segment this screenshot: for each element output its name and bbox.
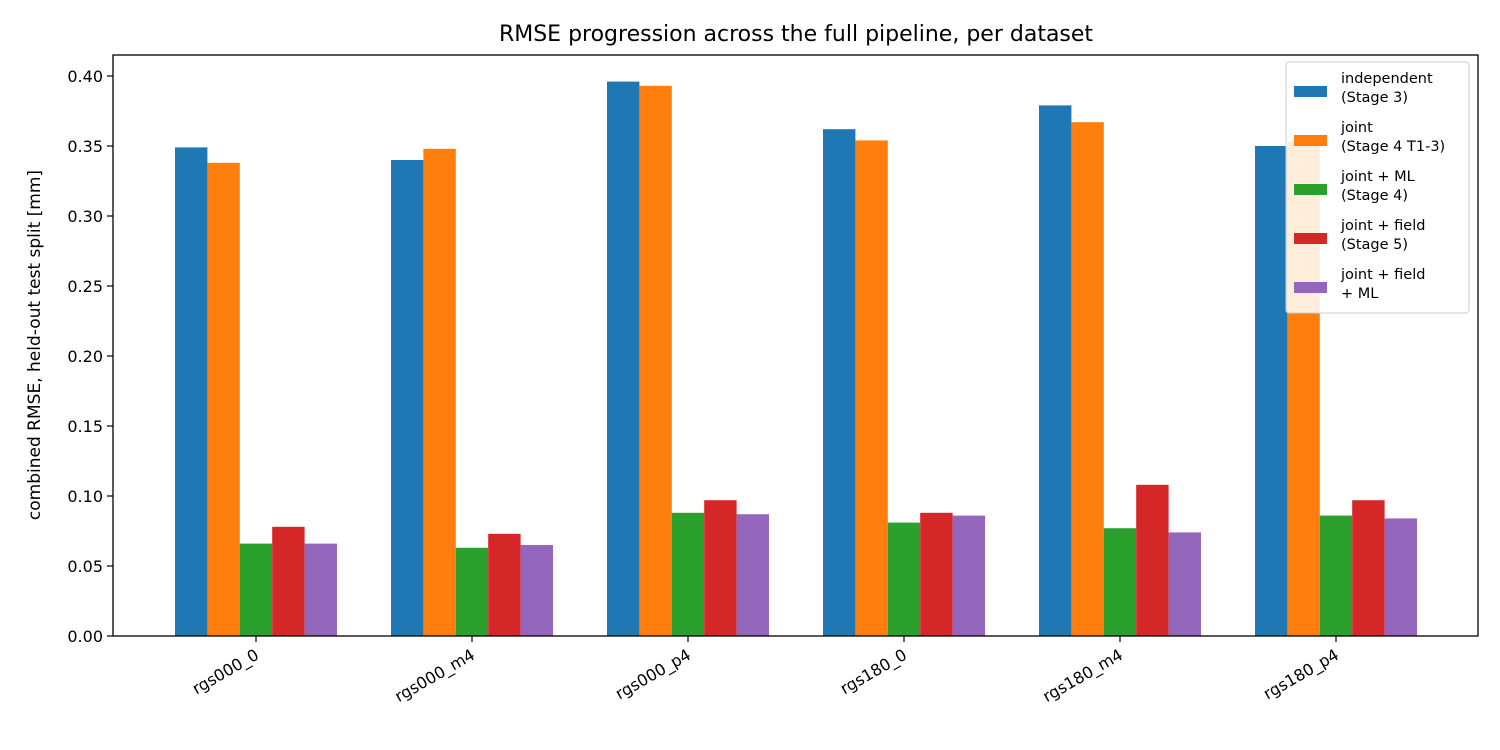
legend-label: joint + field (Stage 5) xyxy=(1340,218,1425,253)
bar-rgs000_p4-series-1 xyxy=(639,85,672,637)
bar-rgs180_p4-series-2 xyxy=(1319,515,1353,636)
bar-rgs000_m4-series-2 xyxy=(455,547,489,636)
bar-rgs000_0-series-2 xyxy=(239,543,273,636)
legend-swatch xyxy=(1294,86,1327,97)
y-tick-label: 0.05 xyxy=(67,557,103,576)
bar-rgs180_0-series-1 xyxy=(855,140,888,636)
legend-label: joint + field + ML xyxy=(1340,267,1425,302)
bar-rgs180_0-series-2 xyxy=(887,522,921,636)
bar-rgs000_0-series-1 xyxy=(207,162,240,637)
chart-title: RMSE progression across the full pipelin… xyxy=(499,22,1093,47)
x-tick-label: rgs180_m4 xyxy=(1039,645,1126,707)
x-tick-label: rgs000_0 xyxy=(189,645,263,699)
bar-rgs180_0-series-3 xyxy=(920,512,953,636)
legend-frame xyxy=(1285,61,1470,314)
bar-rgs000_p4-series-4 xyxy=(736,514,769,636)
bars-group xyxy=(175,81,1417,637)
legend-swatch xyxy=(1294,184,1327,195)
bar-rgs180_p4-series-0 xyxy=(1255,146,1288,636)
bar-rgs000_m4-series-3 xyxy=(488,533,521,636)
y-axis-label: combined RMSE, held-out test split [mm] xyxy=(25,170,45,520)
x-tick-label: rgs180_0 xyxy=(837,645,911,699)
legend-swatch xyxy=(1294,233,1327,244)
x-tick-label: rgs000_p4 xyxy=(612,645,694,704)
y-tick-label: 0.15 xyxy=(67,417,103,436)
bar-rgs000_0-series-0 xyxy=(175,147,208,636)
bar-rgs180_0-series-4 xyxy=(952,515,985,636)
x-tick-label: rgs000_m4 xyxy=(391,645,478,707)
legend-swatch xyxy=(1294,282,1327,293)
bar-rgs180_m4-series-2 xyxy=(1103,528,1137,636)
y-tick-label: 0.40 xyxy=(67,67,103,86)
bar-rgs000_p4-series-0 xyxy=(607,81,640,637)
bar-rgs180_p4-series-4 xyxy=(1384,518,1417,636)
legend-label: independent (Stage 3) xyxy=(1341,71,1433,106)
y-axis: 0.00 0.05 0.10 0.15 0.20 0.25 0.30 0.35 0.40 xyxy=(67,67,113,646)
x-tick-label: rgs180_p4 xyxy=(1260,645,1342,704)
bar-rgs000_m4-series-1 xyxy=(423,148,456,637)
bar-rgs000_p4-series-3 xyxy=(704,500,737,636)
bar-rgs180_0-series-0 xyxy=(823,129,856,636)
bar-rgs180_m4-series-1 xyxy=(1071,122,1104,636)
bar-rgs180_m4-series-4 xyxy=(1168,532,1201,636)
plot-frame xyxy=(112,54,1479,637)
y-tick-label: 0.20 xyxy=(67,347,103,366)
bar-rgs000_0-series-3 xyxy=(272,526,305,636)
y-tick-label: 0.30 xyxy=(67,207,103,226)
bar-rgs180_m4-series-0 xyxy=(1039,105,1072,636)
bar-rgs180_m4-series-3 xyxy=(1136,484,1169,636)
x-axis: rgs000_0 rgs000_m4 rgs000_p4 rgs180_0 rgs180… xyxy=(189,636,1343,707)
legend-swatch xyxy=(1294,135,1327,146)
bar-rgs180_p4-series-3 xyxy=(1352,500,1385,636)
legend: independent (Stage 3) joint (Stage 4 T1-3) j… xyxy=(1285,61,1470,314)
bar-rgs000_m4-series-0 xyxy=(391,160,424,636)
legend-label: joint (Stage 4 T1-3) xyxy=(1340,120,1445,155)
bar-rgs000_m4-series-4 xyxy=(520,545,553,636)
y-tick-label: 0.35 xyxy=(67,137,103,156)
bar-rgs000_0-series-4 xyxy=(304,543,337,636)
bar-rgs000_p4-series-2 xyxy=(671,512,705,636)
legend-label: joint + ML (Stage 4) xyxy=(1340,169,1415,204)
y-tick-label: 0.25 xyxy=(67,277,103,296)
y-tick-label: 0.10 xyxy=(67,487,103,506)
y-tick-label: 0.00 xyxy=(67,627,103,646)
